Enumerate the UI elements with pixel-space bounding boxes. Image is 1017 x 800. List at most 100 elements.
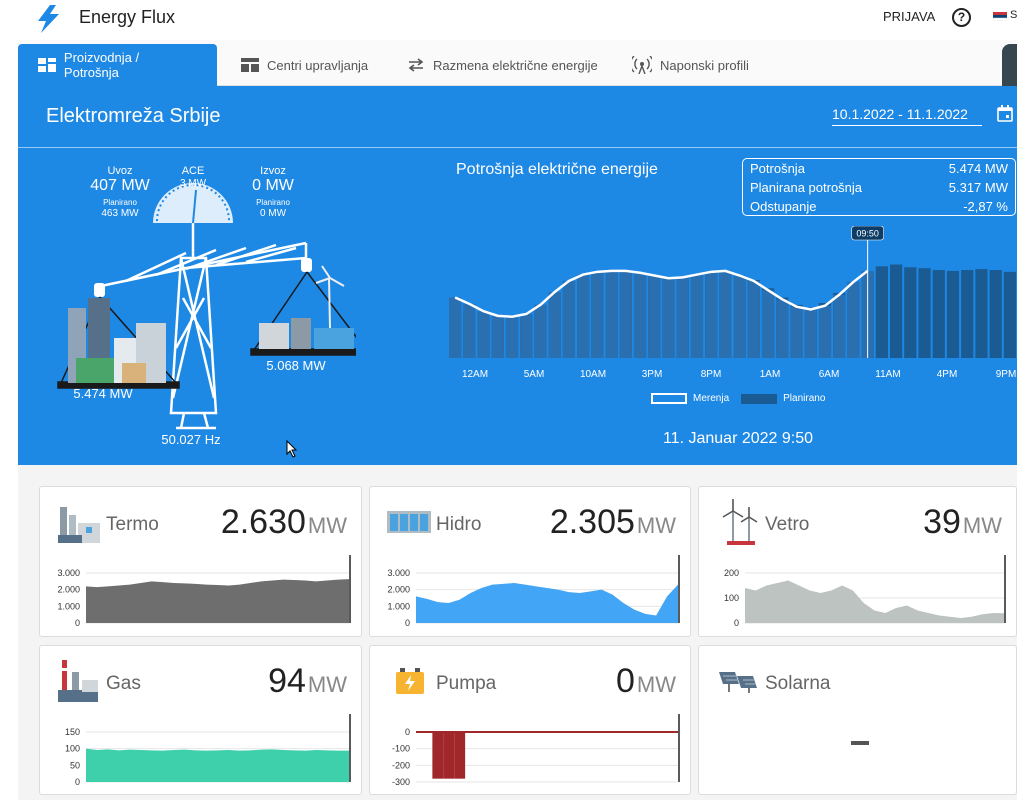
card-vetro[interactable]: Vetro 39MW 200 100 0 <box>698 486 1017 637</box>
measured-bar <box>818 305 832 358</box>
cursor-tooltip <box>851 226 884 241</box>
measured-bar <box>548 292 561 358</box>
legend-planirano: Planirano <box>783 393 826 404</box>
measured-bar <box>747 281 760 358</box>
tab-label: Centri upravljanja <box>267 57 369 73</box>
left-insulator-icon <box>94 283 105 297</box>
dashboard-icon <box>38 58 56 72</box>
lightning-logo-icon <box>38 5 59 33</box>
measured-bar <box>776 299 789 358</box>
x-tick-label: 4PM <box>936 369 958 380</box>
card-gas[interactable]: Gas 94MW 150 100 50 0 <box>39 645 362 795</box>
hero-panel: Elektromreža Srbije 10.1.2022 - 11.1.202… <box>18 86 1017 465</box>
card-pumpa[interactable]: Pumpa 0MW 0 -100 -200 -300 <box>369 645 691 795</box>
login-button[interactable]: PRIJAVA <box>883 9 936 24</box>
tab-razmena[interactable]: Razmena električne energije <box>387 44 618 86</box>
y-tick-label: 3.000 <box>387 568 410 578</box>
top-bar: Energy Flux PRIJAVA ? S <box>0 0 1017 40</box>
date-range-input[interactable]: 10.1.2022 - 11.1.2022 <box>832 106 982 126</box>
wind-turbine-icon <box>722 499 758 545</box>
x-tick-label: 3PM <box>641 369 663 380</box>
measured-bar <box>676 277 689 358</box>
vetro-chart[interactable]: 200 100 0 <box>699 553 1017 627</box>
measured-bar <box>733 275 746 358</box>
card-title: Solarna <box>765 673 831 694</box>
y-tick-label: -200 <box>392 760 410 770</box>
tab-naponski[interactable]: Naponski profili <box>612 44 769 86</box>
consumption-chart[interactable]: 09:50 <box>448 226 1017 401</box>
chart-title: Potrošnja električne energije <box>456 161 658 178</box>
y-tick-label: 0 <box>405 727 410 737</box>
city-buildings-icon <box>68 298 166 383</box>
tab-proizvodnja[interactable]: Proizvodnja / Potrošnja <box>18 44 217 86</box>
region-title: Elektromreža Srbije <box>46 105 221 127</box>
measured-bar <box>463 303 476 358</box>
left-gutter <box>0 40 18 800</box>
measured-bar <box>591 271 604 358</box>
legend-swatch-planirano <box>741 393 778 404</box>
termo-chart[interactable]: 3.000 2.000 1.000 0 <box>40 553 363 627</box>
ace-label: ACE <box>181 165 205 177</box>
card-value: 39MW <box>923 503 1002 541</box>
balance-illustration <box>57 183 356 430</box>
measured-bar <box>705 271 718 358</box>
area-series <box>86 748 349 782</box>
pumpa-chart[interactable]: 0 -100 -200 -300 <box>370 712 692 794</box>
area-series <box>745 580 1004 623</box>
tab-label: Razmena električne energije <box>433 57 598 73</box>
side-panel-handle[interactable] <box>1002 44 1017 86</box>
y-tick-label: 2.000 <box>57 585 80 595</box>
hydro-dam-icon <box>387 511 431 533</box>
x-tick-label: 8PM <box>700 369 722 380</box>
serbian-flag-icon[interactable] <box>993 12 1007 21</box>
y-tick-label: -300 <box>392 777 410 787</box>
hero-divider <box>18 147 1017 148</box>
card-title: Pumpa <box>436 673 497 694</box>
tab-label: Naponski profili <box>660 57 749 73</box>
ace-value: 3 MW <box>179 178 207 189</box>
y-tick-label: 1.000 <box>57 601 80 611</box>
x-tick-label: 9PM <box>995 369 1017 380</box>
izvoz-planned-value: 0 MW <box>259 208 287 219</box>
measured-line <box>454 269 869 319</box>
measured-bar <box>605 270 618 358</box>
y-tick-label: 3.000 <box>57 568 80 578</box>
data-bar <box>454 732 466 779</box>
x-tick-label: 11AM <box>875 369 901 380</box>
y-tick-label: 150 <box>65 727 80 737</box>
x-tick-label: 5AM <box>523 369 545 380</box>
data-bar <box>443 732 455 779</box>
legend-swatch-merenja <box>651 393 687 404</box>
measured-bar <box>833 294 846 358</box>
measured-bar <box>633 272 647 358</box>
card-hidro[interactable]: Hidro 2.305MW 3.000 2.000 1.000 0 <box>369 486 691 637</box>
card-value: 94MW <box>268 662 347 700</box>
measured-bar <box>847 281 860 358</box>
measured-bar <box>662 278 675 358</box>
measured-bar <box>719 270 732 358</box>
card-termo[interactable]: Termo 2.630MW 3.000 2.000 1.000 0 <box>39 486 362 637</box>
gas-plant-icon <box>58 660 98 702</box>
hidro-chart[interactable]: 3.000 2.000 1.000 0 <box>370 553 692 627</box>
calendar-icon[interactable] <box>997 105 1013 122</box>
y-tick-label: 0 <box>405 618 410 627</box>
card-title: Gas <box>106 673 141 694</box>
y-tick-label: 100 <box>724 593 739 603</box>
planned-bar <box>875 266 888 358</box>
uvoz-planned-value: 463 MW <box>101 208 139 219</box>
help-icon[interactable]: ? <box>952 8 971 27</box>
measured-bar <box>477 311 490 358</box>
measured-bar <box>690 274 704 358</box>
planned-bar <box>961 270 974 358</box>
table-icon <box>241 58 259 72</box>
tab-centri[interactable]: Centri upravljanja <box>221 44 388 86</box>
planned-bar <box>904 267 917 358</box>
card-value: 2.630MW <box>220 503 347 541</box>
thermal-plant-icon <box>58 507 100 543</box>
consumption-value: 5.474 MW <box>73 386 133 401</box>
planned-bar <box>932 270 945 358</box>
gas-chart[interactable]: 150 100 50 0 <box>40 712 363 786</box>
measured-bar <box>577 274 590 358</box>
summary-row: Planirana potrošnja 5.317 MW <box>750 180 1008 195</box>
card-solarna[interactable]: Solarna <box>698 645 1017 795</box>
